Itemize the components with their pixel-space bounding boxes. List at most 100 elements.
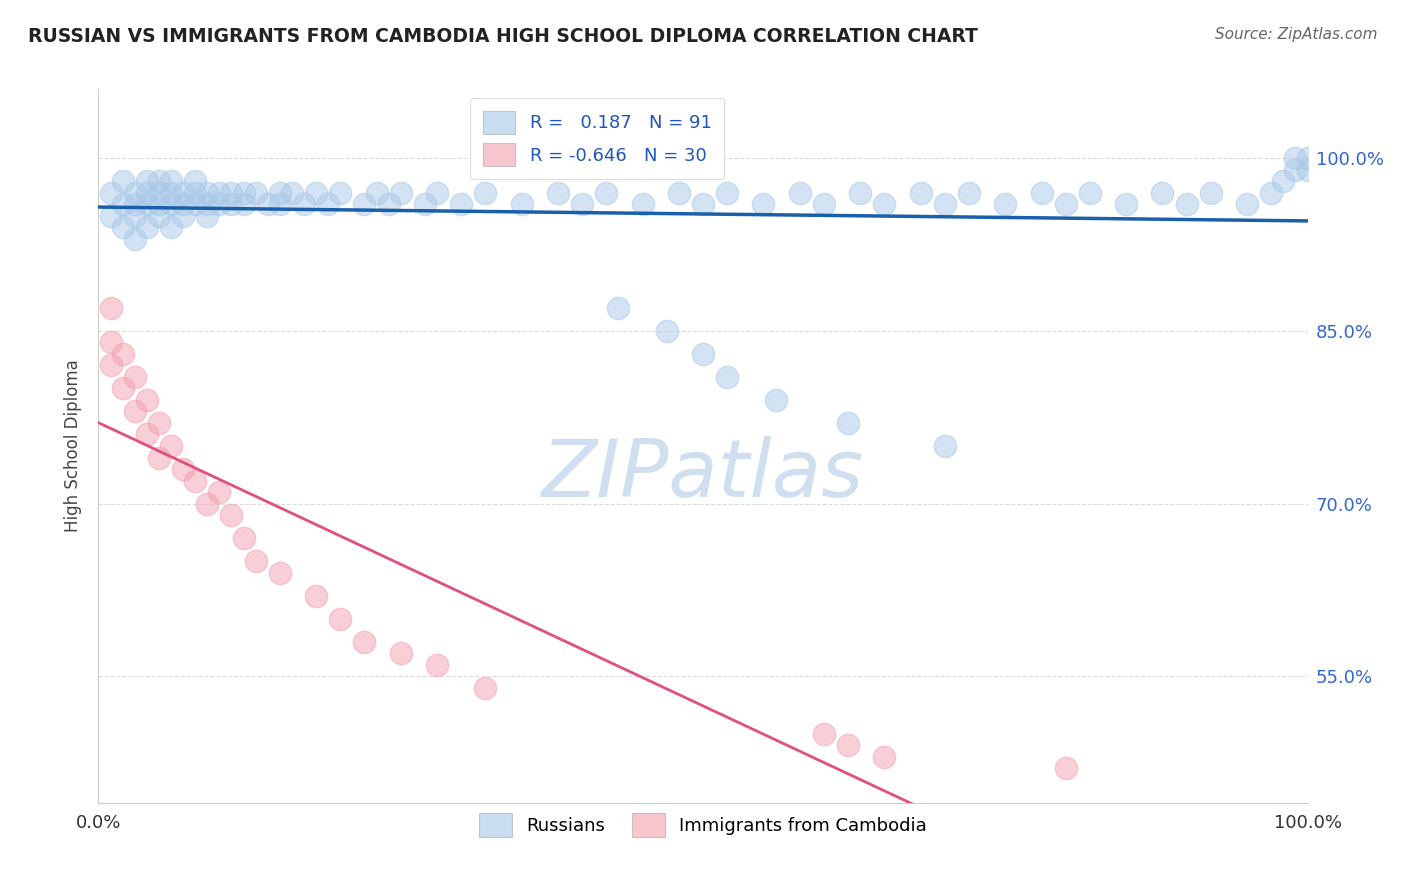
Point	[135, 392, 157, 407]
Point	[1284, 162, 1306, 177]
Point	[668, 186, 690, 200]
Point	[148, 416, 170, 430]
Point	[208, 485, 231, 500]
Point	[135, 186, 157, 200]
Point	[1236, 197, 1258, 211]
Point	[221, 197, 243, 211]
Point	[135, 174, 157, 188]
Point	[148, 197, 170, 211]
Point	[595, 186, 617, 200]
Point	[353, 634, 375, 648]
Point	[111, 174, 134, 188]
Point	[100, 301, 122, 315]
Point	[232, 186, 254, 200]
Point	[195, 186, 218, 200]
Legend: Russians, Immigrants from Cambodia: Russians, Immigrants from Cambodia	[472, 806, 934, 844]
Point	[184, 174, 207, 188]
Point	[389, 646, 412, 660]
Point	[232, 197, 254, 211]
Point	[1054, 197, 1077, 211]
Text: ZIPatlas: ZIPatlas	[541, 435, 865, 514]
Point	[450, 197, 472, 211]
Point	[148, 209, 170, 223]
Point	[716, 370, 738, 384]
Point	[148, 174, 170, 188]
Point	[1199, 186, 1222, 200]
Point	[160, 197, 183, 211]
Point	[111, 347, 134, 361]
Point	[184, 186, 207, 200]
Point	[873, 749, 896, 764]
Y-axis label: High School Diploma: High School Diploma	[65, 359, 83, 533]
Point	[692, 197, 714, 211]
Point	[837, 738, 859, 752]
Point	[124, 370, 146, 384]
Point	[994, 197, 1017, 211]
Point	[426, 657, 449, 672]
Point	[510, 197, 533, 211]
Point	[353, 197, 375, 211]
Point	[813, 727, 835, 741]
Point	[245, 554, 267, 568]
Point	[547, 186, 569, 200]
Point	[100, 186, 122, 200]
Point	[1152, 186, 1174, 200]
Text: RUSSIAN VS IMMIGRANTS FROM CAMBODIA HIGH SCHOOL DIPLOMA CORRELATION CHART: RUSSIAN VS IMMIGRANTS FROM CAMBODIA HIGH…	[28, 27, 979, 45]
Point	[221, 186, 243, 200]
Point	[1272, 174, 1295, 188]
Point	[305, 186, 328, 200]
Point	[389, 186, 412, 200]
Point	[377, 197, 399, 211]
Point	[135, 220, 157, 235]
Point	[813, 197, 835, 211]
Point	[135, 197, 157, 211]
Point	[111, 220, 134, 235]
Point	[474, 681, 496, 695]
Point	[837, 416, 859, 430]
Point	[124, 197, 146, 211]
Point	[100, 209, 122, 223]
Point	[124, 209, 146, 223]
Point	[269, 186, 291, 200]
Point	[329, 186, 352, 200]
Point	[172, 186, 194, 200]
Point	[655, 324, 678, 338]
Point	[195, 197, 218, 211]
Point	[305, 589, 328, 603]
Point	[910, 186, 932, 200]
Point	[195, 209, 218, 223]
Point	[426, 186, 449, 200]
Point	[752, 197, 775, 211]
Point	[1078, 186, 1101, 200]
Point	[208, 186, 231, 200]
Point	[413, 197, 436, 211]
Point	[765, 392, 787, 407]
Point	[692, 347, 714, 361]
Point	[1284, 151, 1306, 165]
Point	[124, 404, 146, 418]
Point	[160, 174, 183, 188]
Point	[232, 531, 254, 545]
Point	[1296, 162, 1319, 177]
Point	[160, 186, 183, 200]
Point	[100, 335, 122, 350]
Point	[281, 186, 304, 200]
Point	[195, 497, 218, 511]
Point	[160, 220, 183, 235]
Point	[1175, 197, 1198, 211]
Point	[172, 462, 194, 476]
Point	[148, 186, 170, 200]
Point	[631, 197, 654, 211]
Point	[1054, 761, 1077, 775]
Point	[934, 197, 956, 211]
Point	[111, 381, 134, 395]
Point	[1031, 186, 1053, 200]
Point	[607, 301, 630, 315]
Point	[184, 197, 207, 211]
Point	[111, 197, 134, 211]
Point	[474, 186, 496, 200]
Point	[849, 186, 872, 200]
Point	[789, 186, 811, 200]
Point	[292, 197, 315, 211]
Point	[221, 508, 243, 522]
